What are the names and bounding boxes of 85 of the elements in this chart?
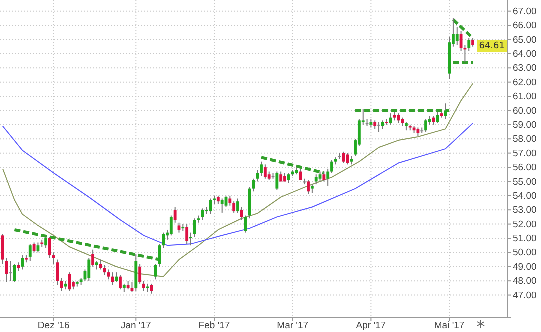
x-tick-label: Feb '17 [198,320,230,332]
x-tick-label: Dez '16 [38,320,70,332]
x-tick-label: Mai '17 [434,320,465,332]
y-tick-label: 61.00 [513,92,537,103]
candlestick [240,206,244,221]
candlestick [378,122,380,133]
candlestick [111,272,114,286]
candlestick [220,198,224,214]
y-tick-label: 60.00 [513,106,537,117]
candlestick [260,161,263,177]
candlestick [130,282,134,293]
candlestick [44,236,48,249]
candlestick [322,171,326,182]
candlestick [330,160,334,174]
candlestick [88,258,91,282]
y-tick-label: 47.00 [513,290,537,302]
candlestick [228,195,232,206]
candlestick [52,252,56,265]
candlestick [174,206,177,224]
candlestick [119,274,122,290]
candlestick [5,258,8,284]
candlestick [318,171,322,182]
y-tick-label: 63.00 [513,63,537,74]
y-tick-label: 57.00 [513,148,537,160]
candlestick [32,242,36,254]
candlestick [456,26,459,46]
y-tick-label: 52.00 [513,219,537,230]
y-tick-label: 50.00 [513,248,537,259]
y-tick-label: 58.00 [513,134,537,146]
candlestick [92,249,95,268]
candlestick [190,232,192,246]
y-tick-label: 64.00 [513,48,537,60]
candlestick [48,236,52,259]
y-tick-label: 62.00 [513,77,537,88]
y-tick-label: 53.00 [513,205,537,216]
candlestick [468,38,471,52]
candlestick [142,280,146,292]
candlestick [236,198,240,214]
y-tick-label: 66.00 [513,20,537,32]
candlestick [193,218,196,238]
candlestick [107,269,110,280]
candlestick [209,198,212,215]
y-tick-label: 56.00 [513,162,537,174]
candlestick [397,113,400,124]
y-tick-label: 59.00 [513,120,537,131]
candlestick [346,152,350,166]
candlestick [68,272,72,292]
candlestick [444,103,448,120]
candlestick [299,168,302,181]
candlestick [186,224,189,245]
candlestick [36,242,40,254]
line-series [2,123,474,246]
candlestick [158,244,162,268]
candlestick [256,170,260,182]
candlestick [326,168,330,186]
candlestick [232,201,236,214]
candlestick [276,171,279,191]
candlestick [103,264,106,276]
candlestick [170,215,173,236]
y-tick-label: 48.00 [513,276,537,288]
candlestick [162,232,166,249]
x-tick-label: Apr '17 [356,320,386,332]
candlestick [21,255,24,270]
candlestick [264,164,267,180]
candlestick [9,260,12,282]
y-tick-label: 49.00 [513,262,537,273]
candlestick [244,215,248,234]
candlestick [138,264,142,284]
candlestick [424,118,428,133]
candlestick [287,172,290,184]
text: 64.61 [479,41,505,52]
candlestick [178,222,181,234]
y-tick-label: 55.00 [513,176,537,188]
candlestick [115,272,118,284]
candlestick [307,180,310,195]
candlestick [28,244,32,262]
y-tick-label: 65.00 [513,34,537,46]
y-tick-label: 67.00 [513,6,537,18]
y-tick-label: 51.00 [513,234,537,245]
candlestick [150,283,154,294]
y-tick-label: 54.00 [513,190,537,202]
x-tick-label: Mar '17 [277,320,309,332]
candlestick [99,259,102,270]
candlestick [314,174,318,186]
x-tick-label: Jan '17 [120,320,152,332]
